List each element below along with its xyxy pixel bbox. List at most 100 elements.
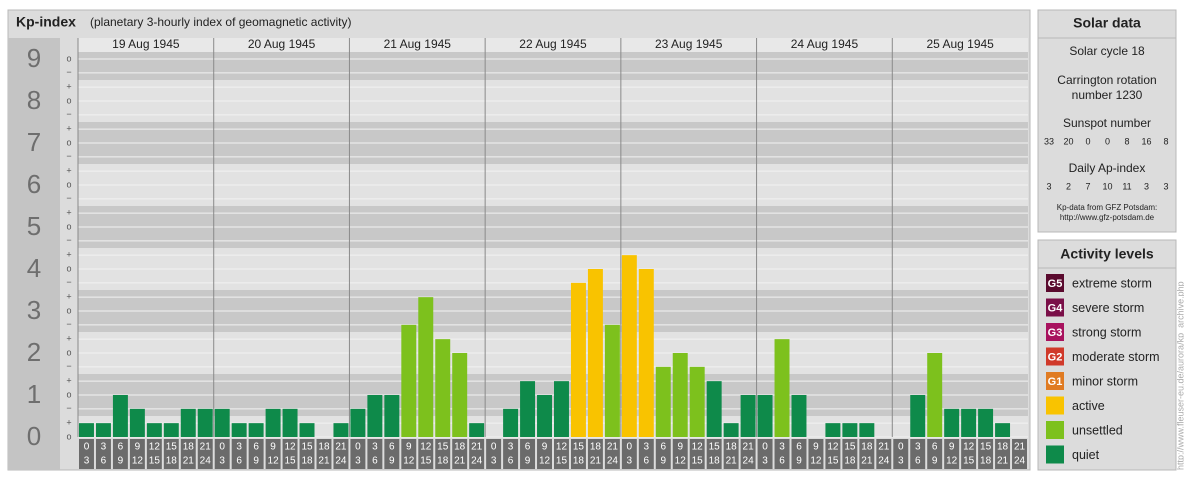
bar — [163, 423, 179, 437]
minor-tick-label: − — [66, 151, 71, 161]
hour-box — [469, 439, 485, 469]
hour-box — [910, 439, 926, 469]
bar — [978, 408, 994, 437]
hour-box — [604, 439, 620, 469]
hour-box — [689, 439, 705, 469]
minor-tick-label: − — [66, 361, 71, 371]
y-tick-label: 5 — [27, 211, 41, 241]
minor-tick-label: o — [66, 431, 71, 441]
hour-box — [825, 439, 841, 469]
hour-label: 18 — [997, 442, 1009, 453]
chart-title: Kp-index — [16, 14, 76, 30]
hour-label: 6 — [932, 442, 938, 453]
hour-label: 18 — [709, 456, 721, 467]
hour-label: 18 — [183, 442, 195, 453]
hour-box — [486, 439, 502, 469]
day-label: 23 Aug 1945 — [655, 37, 723, 51]
hour-box — [978, 439, 994, 469]
hour-box — [112, 439, 128, 469]
hour-label: 0 — [762, 442, 768, 453]
bar — [995, 423, 1011, 437]
hour-label: 12 — [132, 456, 144, 467]
bar — [197, 408, 213, 437]
hour-label: 9 — [389, 456, 395, 467]
hour-label: 12 — [403, 456, 415, 467]
legend-label: moderate storm — [1072, 350, 1160, 364]
legend-label: severe storm — [1072, 301, 1144, 315]
hour-box — [808, 439, 824, 469]
bar — [333, 423, 349, 437]
minor-tick-label: − — [66, 319, 71, 329]
hour-label: 0 — [898, 442, 904, 453]
hour-label: 9 — [135, 442, 141, 453]
ap-index: 3 — [1163, 181, 1168, 191]
hour-label: 6 — [796, 442, 802, 453]
hour-box — [638, 439, 654, 469]
minor-tick-label: o — [66, 179, 71, 189]
sunspot-number: 16 — [1141, 136, 1151, 146]
minor-tick-label: o — [66, 221, 71, 231]
hour-box — [774, 439, 790, 469]
hour-label: 6 — [644, 456, 650, 467]
hour-box — [401, 439, 417, 469]
minor-tick-label: − — [66, 67, 71, 77]
y-tick-label: 2 — [27, 337, 41, 367]
date-header — [78, 38, 1028, 52]
bar — [435, 339, 451, 437]
bar — [231, 423, 247, 437]
hour-label: 12 — [284, 442, 296, 453]
hour-label: 21 — [997, 456, 1009, 467]
hour-label: 0 — [355, 442, 361, 453]
solar-title: Solar data — [1073, 15, 1141, 31]
hour-box — [893, 439, 909, 469]
hour-label: 3 — [84, 456, 90, 467]
hour-label: 12 — [420, 442, 432, 453]
minor-tick-label: − — [66, 277, 71, 287]
minor-tick-label: − — [66, 109, 71, 119]
hour-label: 6 — [389, 442, 395, 453]
hour-label: 15 — [573, 442, 585, 453]
ap-index: 3 — [1046, 181, 1051, 191]
hour-label: 6 — [101, 456, 107, 467]
hour-label: 24 — [1014, 456, 1026, 467]
hour-box — [706, 439, 722, 469]
hour-label: 15 — [284, 456, 296, 467]
hour-label: 18 — [318, 442, 330, 453]
hour-label: 12 — [556, 442, 568, 453]
minor-tick-label: − — [66, 193, 71, 203]
hour-label: 21 — [471, 442, 483, 453]
legend-swatch — [1046, 421, 1064, 439]
hour-label: 15 — [437, 442, 449, 453]
hour-label: 21 — [861, 456, 873, 467]
bar — [672, 353, 688, 437]
legend-code: G1 — [1048, 376, 1063, 388]
bar — [520, 381, 536, 437]
hour-box — [282, 439, 298, 469]
ap-index: 2 — [1066, 181, 1071, 191]
hour-label: 6 — [118, 442, 124, 453]
hour-label: 21 — [726, 456, 738, 467]
hour-label: 3 — [508, 442, 514, 453]
bar — [944, 408, 960, 437]
hour-label: 6 — [525, 442, 531, 453]
sunspot-number: 8 — [1124, 136, 1129, 146]
axis-column — [8, 38, 60, 470]
bar — [554, 381, 569, 437]
sunspot-number: 0 — [1105, 136, 1110, 146]
day-label: 19 Aug 1945 — [112, 37, 180, 51]
legend-swatch — [1046, 347, 1064, 366]
legend-label: strong storm — [1072, 325, 1141, 339]
hour-label: 9 — [542, 442, 548, 453]
ap-index: 11 — [1122, 181, 1131, 191]
bar — [604, 324, 620, 437]
minor-tick-label: o — [66, 389, 71, 399]
hour-label: 12 — [946, 456, 958, 467]
hour-label: 9 — [796, 456, 802, 467]
minor-tick-label: o — [66, 95, 71, 105]
hour-label: 3 — [236, 442, 242, 453]
hour-box — [231, 439, 247, 469]
legend-swatch — [1046, 396, 1064, 415]
legend-code: G3 — [1048, 327, 1063, 339]
hour-label: 21 — [454, 456, 466, 467]
hour-label: 21 — [183, 456, 195, 467]
